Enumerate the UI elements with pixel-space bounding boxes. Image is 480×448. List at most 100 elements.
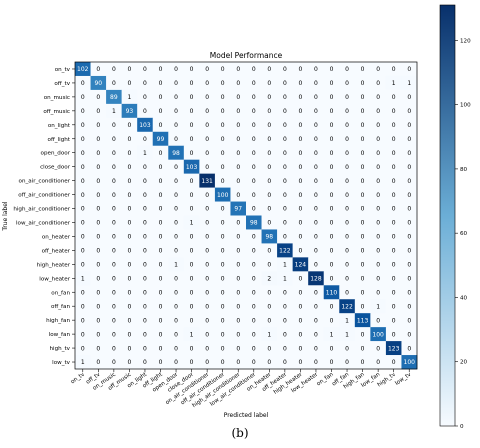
cell-17-15 bbox=[308, 299, 325, 314]
cell-value: 0 bbox=[127, 66, 131, 73]
cell-value: 0 bbox=[252, 80, 256, 87]
cell-16-15 bbox=[308, 285, 325, 300]
cell-13-17 bbox=[339, 243, 356, 258]
cell-value: 0 bbox=[112, 192, 116, 199]
cell-value: 0 bbox=[143, 275, 147, 282]
cell-6-5 bbox=[152, 145, 169, 160]
cell-value: 0 bbox=[407, 234, 411, 241]
cell-value: 0 bbox=[298, 80, 302, 87]
cell-17-18 bbox=[354, 299, 371, 314]
cell-value: 0 bbox=[127, 248, 131, 255]
cell-value: 0 bbox=[330, 220, 334, 227]
cell-value: 0 bbox=[314, 234, 318, 241]
cell-value: 0 bbox=[298, 220, 302, 227]
cell-value: 0 bbox=[221, 317, 225, 324]
cell-value: 0 bbox=[330, 303, 334, 310]
cell-value: 0 bbox=[376, 108, 380, 115]
cell-7-7 bbox=[183, 159, 200, 174]
y-tick-label: off_heater bbox=[42, 248, 71, 254]
cell-7-2 bbox=[106, 159, 122, 174]
cell-13-13 bbox=[277, 243, 293, 258]
cell-4-13 bbox=[277, 117, 293, 133]
cell-value: 0 bbox=[190, 359, 194, 366]
cell-value: 0 bbox=[345, 234, 349, 241]
cell-value: 0 bbox=[143, 317, 147, 324]
cell-value: 0 bbox=[376, 150, 380, 157]
cell-21-13 bbox=[277, 355, 293, 370]
cell-7-20 bbox=[385, 159, 402, 174]
cell-1-11 bbox=[246, 75, 262, 91]
cell-value: 0 bbox=[236, 234, 240, 241]
cell-9-12 bbox=[261, 187, 278, 202]
cell-value: 0 bbox=[252, 136, 256, 143]
cell-value: 0 bbox=[392, 303, 396, 310]
cell-18-10 bbox=[230, 313, 247, 328]
cell-value: 0 bbox=[112, 136, 116, 143]
cell-11-3 bbox=[121, 215, 138, 230]
cell-value: 0 bbox=[205, 317, 209, 324]
cell-5-15 bbox=[308, 131, 325, 147]
cell-value: 0 bbox=[361, 94, 365, 101]
cell-value: 0 bbox=[330, 150, 334, 157]
cell-0-21 bbox=[401, 62, 418, 77]
cell-17-17 bbox=[339, 299, 356, 314]
cell-value: 0 bbox=[112, 206, 116, 213]
cell-2-0 bbox=[75, 89, 91, 105]
cell-value: 0 bbox=[127, 275, 131, 282]
cell-4-10 bbox=[230, 117, 247, 133]
cell-value: 0 bbox=[252, 206, 256, 213]
cell-11-21 bbox=[401, 215, 418, 230]
cell-20-13 bbox=[277, 341, 293, 356]
cell-value: 0 bbox=[330, 164, 334, 171]
cell-14-12 bbox=[261, 257, 278, 272]
y-tick-label: on_air_conditioner bbox=[19, 179, 71, 185]
cell-12-13 bbox=[277, 229, 293, 244]
cell-value: 98 bbox=[250, 220, 258, 227]
cell-value: 0 bbox=[267, 94, 271, 101]
cell-3-20 bbox=[385, 103, 402, 119]
cell-18-8 bbox=[199, 313, 216, 328]
cell-value: 0 bbox=[392, 331, 396, 338]
cell-11-10 bbox=[230, 215, 247, 230]
cell-value: 0 bbox=[392, 220, 396, 227]
cell-5-7 bbox=[183, 131, 200, 147]
cell-value: 0 bbox=[174, 178, 178, 185]
cell-value: 0 bbox=[407, 164, 411, 171]
cell-value: 0 bbox=[205, 94, 209, 101]
cell-value: 0 bbox=[96, 108, 100, 115]
cell-18-15 bbox=[308, 313, 325, 328]
cell-17-6 bbox=[168, 299, 185, 314]
cell-value: 0 bbox=[283, 94, 287, 101]
cell-19-17 bbox=[339, 327, 356, 342]
cell-value: 0 bbox=[361, 206, 365, 213]
cell-14-1 bbox=[90, 257, 107, 272]
cell-value: 0 bbox=[345, 80, 349, 87]
cell-value: 0 bbox=[190, 317, 194, 324]
cell-value: 0 bbox=[174, 234, 178, 241]
cell-value: 0 bbox=[361, 178, 365, 185]
cell-value: 0 bbox=[96, 303, 100, 310]
cell-value: 1 bbox=[283, 275, 287, 282]
cell-value: 0 bbox=[96, 317, 100, 324]
y-tick-label: off_air_conditioner bbox=[18, 193, 70, 199]
cell-value: 0 bbox=[205, 80, 209, 87]
cell-0-0 bbox=[75, 62, 91, 77]
cell-value: 0 bbox=[221, 94, 225, 101]
cell-21-17 bbox=[339, 355, 356, 370]
cell-value: 0 bbox=[361, 66, 365, 73]
cell-value: 0 bbox=[283, 108, 287, 115]
y-tick-label: on_music bbox=[44, 95, 70, 101]
cell-value: 0 bbox=[345, 66, 349, 73]
cell-value: 0 bbox=[205, 331, 209, 338]
cell-value: 0 bbox=[361, 303, 365, 310]
cell-20-12 bbox=[261, 341, 278, 356]
cell-value: 0 bbox=[81, 136, 85, 143]
cell-8-4 bbox=[137, 173, 154, 188]
cell-value: 0 bbox=[267, 317, 271, 324]
cell-4-19 bbox=[370, 117, 387, 133]
cell-10-11 bbox=[246, 201, 262, 216]
cell-value: 0 bbox=[190, 178, 194, 185]
cell-value: 0 bbox=[252, 331, 256, 338]
cell-16-6 bbox=[168, 285, 185, 300]
cell-value: 0 bbox=[221, 80, 225, 87]
